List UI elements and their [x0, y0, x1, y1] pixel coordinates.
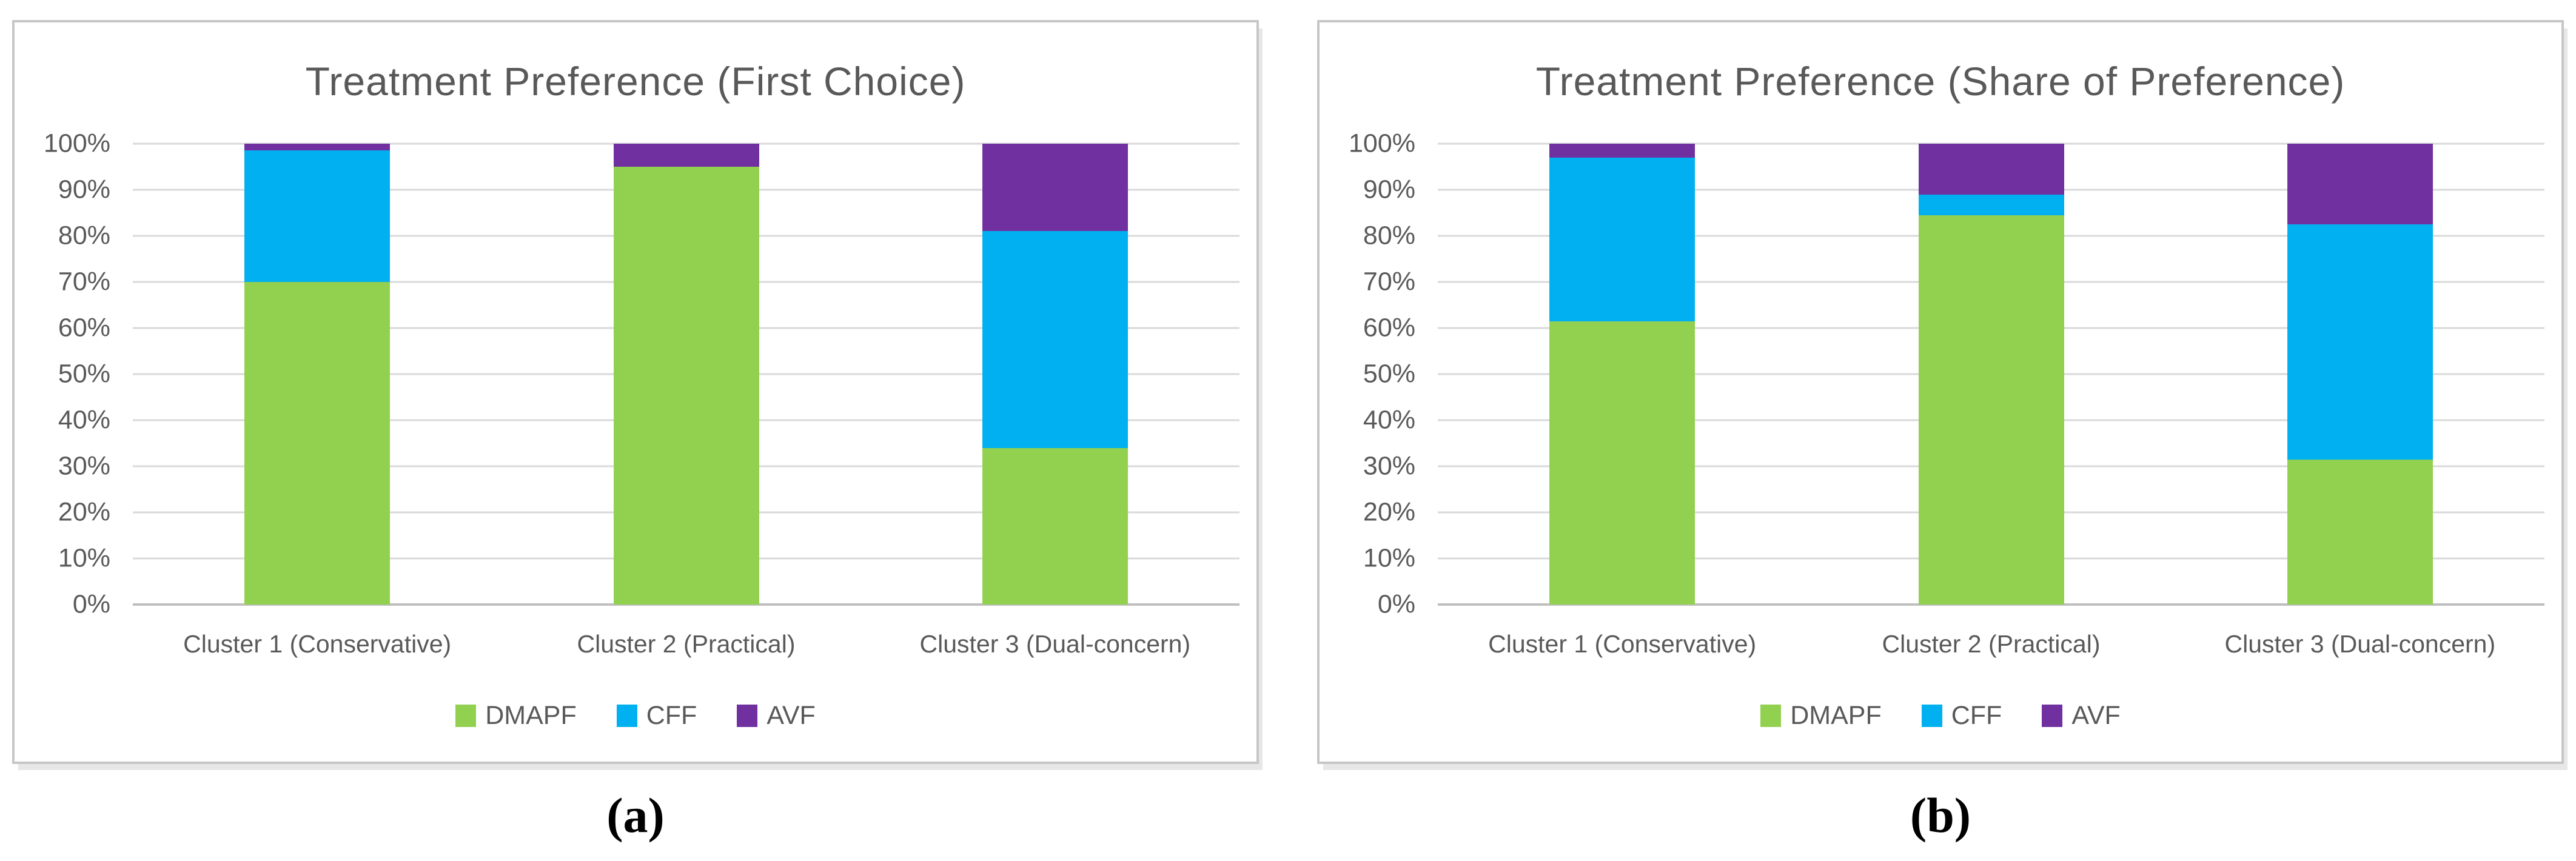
chart-title: Treatment Preference (First Choice)	[305, 59, 966, 104]
bar-segment-dmapf	[1918, 215, 2064, 605]
bar-segment-avf	[1549, 144, 1696, 158]
bar-segment-avf	[1918, 144, 2064, 195]
chart-panel-b: Treatment Preference (Share of Preferenc…	[1317, 20, 2564, 764]
x-axis-label: Cluster 1 (Conservative)	[1488, 630, 1757, 658]
legend-swatch-dmapf	[1760, 705, 1782, 727]
y-tick-label: 70%	[58, 267, 110, 296]
legend: DMAPF CFF AVF	[1320, 703, 2561, 729]
bar-segment-avf	[613, 144, 759, 167]
x-axis: Cluster 1 (Conservative) Cluster 2 (Pract…	[133, 630, 1239, 666]
y-tick-label: 20%	[58, 497, 110, 527]
legend: DMAPF CFF AVF	[15, 703, 1256, 729]
bar-segment-cff	[1549, 157, 1696, 321]
legend-label: DMAPF	[485, 701, 577, 730]
y-tick-label: 90%	[58, 175, 110, 204]
bar-cluster-2	[613, 144, 759, 605]
x-axis-label: Cluster 2 (Practical)	[577, 630, 796, 658]
legend-label: AVF	[766, 701, 816, 730]
y-tick-label: 40%	[1363, 405, 1415, 435]
bar-cluster-1	[244, 144, 391, 605]
x-axis: Cluster 1 (Conservative) Cluster 2 (Pract…	[1438, 630, 2544, 666]
legend-swatch-cff	[616, 705, 637, 727]
legend-label: DMAPF	[1790, 701, 1882, 730]
y-tick-label: 30%	[1363, 451, 1415, 481]
bar-segment-dmapf	[613, 167, 759, 605]
bar-segment-avf	[2287, 144, 2433, 225]
bar-segment-avf	[244, 144, 391, 151]
legend-item-dmapf: DMAPF	[455, 703, 577, 729]
legend-swatch-cff	[1921, 705, 1942, 727]
y-tick-label: 50%	[1363, 359, 1415, 389]
y-tick-label: 50%	[58, 359, 110, 389]
legend-item-dmapf: DMAPF	[1760, 703, 1882, 729]
y-tick-label: 0%	[72, 589, 110, 619]
bar-segment-avf	[982, 144, 1128, 232]
legend-label: CFF	[646, 701, 697, 730]
bar-segment-dmapf	[1549, 321, 1696, 605]
chart-title: Treatment Preference (Share of Preferenc…	[1535, 59, 2346, 104]
y-axis: 0% 10% 20% 30% 40% 50% 60% 70% 80% 90% 100%	[15, 130, 110, 617]
bar-segment-dmapf	[982, 447, 1128, 605]
bar-cluster-3	[2287, 144, 2433, 605]
x-axis-label: Cluster 1 (Conservative)	[183, 630, 452, 658]
y-tick-label: 40%	[58, 405, 110, 435]
x-axis-line	[133, 603, 1239, 606]
y-tick-label: 10%	[58, 543, 110, 573]
y-tick-label: 10%	[1363, 543, 1415, 573]
bar-cluster-1	[1549, 144, 1696, 605]
y-axis: 0% 10% 20% 30% 40% 50% 60% 70% 80% 90% 100%	[1320, 130, 1415, 617]
legend-swatch-dmapf	[455, 705, 477, 727]
y-tick-label: 60%	[1363, 313, 1415, 343]
bar-cluster-2	[1918, 144, 2064, 605]
legend-item-cff: CFF	[616, 701, 697, 730]
y-tick-label: 80%	[58, 221, 110, 250]
bar-segment-dmapf	[2287, 459, 2433, 605]
bar-segment-cff	[982, 231, 1128, 448]
legend-swatch-avf	[737, 705, 758, 727]
chart-panel-a: Treatment Preference (First Choice) 0% 10…	[12, 20, 1259, 764]
y-tick-label: 30%	[58, 451, 110, 481]
legend-label: CFF	[1951, 701, 2002, 730]
x-axis-label: Cluster 2 (Practical)	[1882, 630, 2101, 658]
legend-label: AVF	[2071, 701, 2121, 730]
x-axis-label: Cluster 3 (Dual-concern)	[2224, 630, 2496, 658]
legend-item-avf: AVF	[737, 701, 816, 730]
y-tick-label: 70%	[1363, 267, 1415, 296]
x-axis-label: Cluster 3 (Dual-concern)	[919, 630, 1191, 658]
plot-area	[1438, 142, 2544, 606]
gridline	[1438, 142, 2544, 145]
bar-segment-cff	[2287, 224, 2433, 460]
y-tick-label: 20%	[1363, 497, 1415, 527]
y-tick-label: 90%	[1363, 175, 1415, 204]
legend-swatch-avf	[2042, 705, 2063, 727]
y-tick-label: 60%	[58, 313, 110, 343]
bar-segment-cff	[244, 150, 391, 282]
caption-a: (a)	[606, 788, 665, 843]
bar-cluster-3	[982, 144, 1128, 605]
bar-segment-dmapf	[244, 282, 391, 605]
y-tick-label: 100%	[1349, 129, 1415, 158]
y-tick-label: 100%	[44, 129, 110, 158]
x-axis-line	[1438, 603, 2544, 606]
y-tick-label: 80%	[1363, 221, 1415, 250]
legend-item-avf: AVF	[2042, 701, 2121, 730]
bar-segment-cff	[1918, 194, 2064, 215]
plot-area	[133, 142, 1239, 606]
caption-b: (b)	[1910, 788, 1971, 843]
y-tick-label: 0%	[1377, 589, 1415, 619]
legend-item-cff: CFF	[1921, 701, 2002, 730]
